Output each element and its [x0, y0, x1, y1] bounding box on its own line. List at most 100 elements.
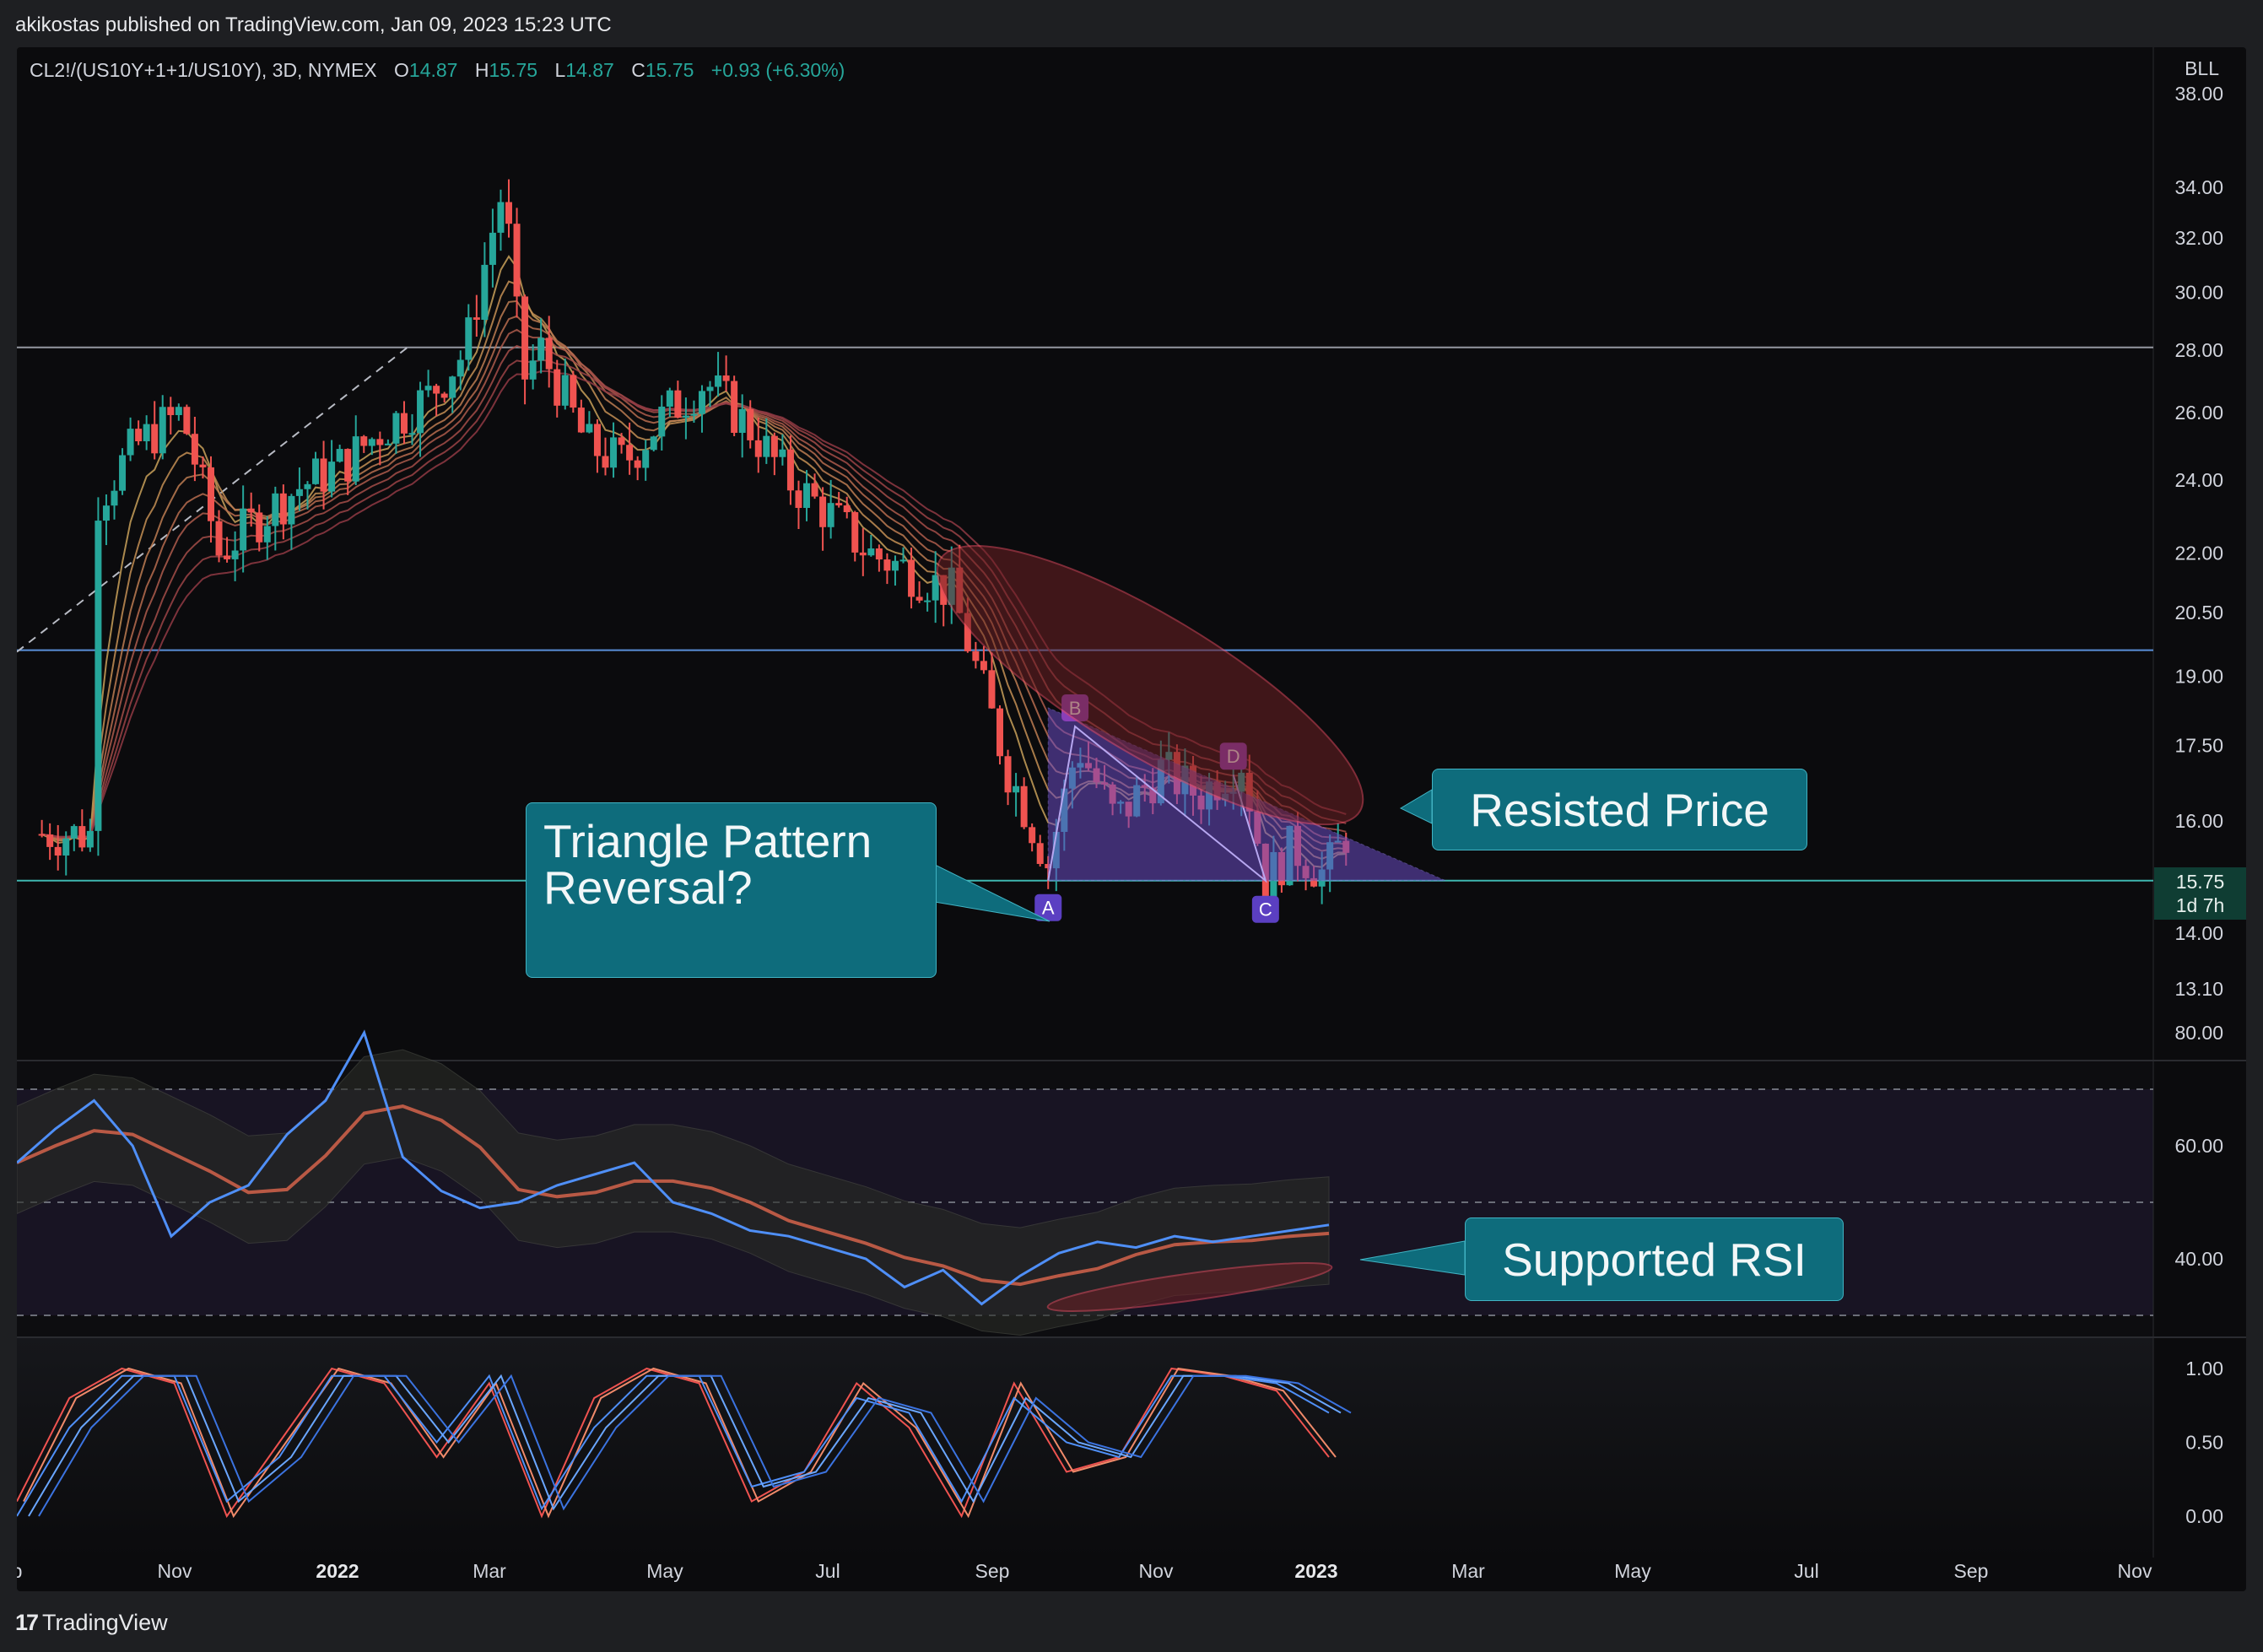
pattern-point-badge: [1251, 895, 1279, 923]
candle-body: [770, 435, 778, 457]
pattern-point-badge: [1034, 893, 1062, 921]
candle-body: [320, 458, 327, 492]
candle-body: [634, 460, 641, 468]
candle-body: [851, 512, 859, 553]
low-value: 14.87: [565, 59, 614, 81]
publish-info: akikostas published on TradingView.com, …: [15, 13, 612, 36]
candle-body: [465, 317, 473, 360]
candle-body: [602, 456, 609, 468]
triangle-callout-line1: Triangle Pattern: [543, 815, 872, 867]
candle-body: [344, 449, 352, 482]
candle-body: [915, 597, 923, 601]
candle-body: [392, 413, 400, 444]
last-price: 15.75: [2175, 871, 2225, 893]
chart-canvas[interactable]: ABCD 38.0034.0032.0030.0028.0026.0024.00…: [17, 47, 2246, 1591]
candle-body: [674, 390, 682, 418]
candle-body: [932, 575, 939, 601]
chart-frame[interactable]: ABCD 38.0034.0032.0030.0028.0026.0024.00…: [17, 47, 2246, 1591]
candle-body: [54, 846, 62, 856]
candle-body: [610, 437, 618, 468]
candle-body: [38, 834, 46, 836]
resisted-price-callout: Resisted Price: [1432, 769, 1807, 850]
candle-body: [224, 555, 231, 559]
candle-body: [215, 521, 223, 556]
price-axis-tick: 38.00: [2174, 83, 2223, 105]
candle-body: [240, 508, 247, 551]
candle-body: [159, 407, 166, 454]
candle-body: [86, 830, 94, 848]
time-axis-tick: Jul: [1794, 1560, 1818, 1582]
candle-body: [199, 464, 207, 467]
candle-body: [577, 408, 585, 433]
low-label: L: [554, 59, 566, 81]
price-axis-tick: 17.50: [2174, 734, 2223, 756]
candle-body: [481, 264, 489, 321]
stochastic-line: [38, 1374, 1352, 1517]
price-axis-tick: 24.00: [2174, 469, 2223, 491]
price-axis-tick: 34.00: [2174, 176, 2223, 198]
candle-body: [1029, 827, 1036, 844]
resisted-callout-pointer: [1399, 789, 1433, 824]
triangle-callout: Triangle Pattern Reversal?: [526, 802, 937, 978]
high-label: H: [474, 59, 489, 81]
candle-body: [964, 613, 971, 651]
candle-body: [191, 434, 198, 465]
candle-body: [70, 826, 78, 839]
candle-body: [102, 505, 110, 521]
time-axis-tick: Mar: [1451, 1560, 1485, 1582]
candle-body: [433, 386, 440, 394]
candle-body: [827, 503, 834, 527]
rsi-axis-tick: 40.00: [2174, 1248, 2223, 1270]
candle-body: [1020, 786, 1028, 828]
candle-body: [279, 493, 287, 525]
candle-body: [247, 508, 255, 513]
candle-body: [417, 390, 424, 434]
candle-body: [706, 386, 714, 391]
candle-body: [779, 449, 786, 457]
candle-body: [505, 202, 512, 224]
candle-body: [1004, 756, 1012, 793]
price-axis-tick: 32.00: [2174, 227, 2223, 249]
time-axis-tick: Mar: [473, 1560, 506, 1582]
candle-body: [304, 483, 311, 489]
candle-body: [650, 436, 657, 451]
time-axis-tick: 2022: [316, 1560, 359, 1582]
footer: 17 TradingView: [0, 1591, 2263, 1652]
candle-body: [883, 559, 891, 571]
candle-body: [803, 483, 811, 508]
candle-body: [167, 407, 175, 415]
candle-body: [537, 337, 545, 361]
close-value: 15.75: [645, 59, 694, 81]
rsi-axis-tick: 60.00: [2174, 1135, 2223, 1157]
candle-body: [891, 560, 899, 571]
time-axis-tick: Nov: [1139, 1560, 1174, 1582]
price-axis-tick: 14.00: [2174, 922, 2223, 944]
triangle-callout-pointer: [919, 856, 1050, 922]
candle-body: [312, 458, 320, 484]
candle-body: [754, 440, 762, 457]
last-price-tag: 15.75 1d 7h: [2154, 867, 2246, 920]
time-axis-tick: p: [17, 1560, 22, 1582]
candle-body: [497, 202, 505, 233]
time-axis-tick: May: [646, 1560, 683, 1582]
stoch-axis-tick: 0.00: [2185, 1505, 2223, 1527]
candle-body: [875, 548, 883, 560]
candle-body: [811, 483, 818, 497]
symbol-legend: CL2!/(US10Y+1+1/US10Y), 3D, NYMEX O14.87…: [30, 59, 845, 82]
tradingview-wordmark: TradingView: [42, 1610, 168, 1635]
candle-body: [786, 449, 794, 491]
candle-body: [666, 390, 673, 407]
candle-body: [256, 512, 263, 543]
candle-body: [988, 670, 996, 709]
candle-body: [127, 429, 134, 456]
price-axis-tick: 30.00: [2174, 282, 2223, 304]
rsi-axis-tick: 80.00: [2174, 1022, 2223, 1044]
price-axis-tick: 20.50: [2174, 602, 2223, 624]
scale-label[interactable]: BLL: [2185, 57, 2219, 79]
rsi-envelope: [17, 1049, 1330, 1336]
tradingview-logo[interactable]: 17 TradingView: [15, 1610, 168, 1636]
candle-body: [626, 445, 634, 461]
candle-body: [722, 375, 730, 381]
candle-body: [272, 493, 279, 526]
candle-body: [78, 826, 86, 848]
